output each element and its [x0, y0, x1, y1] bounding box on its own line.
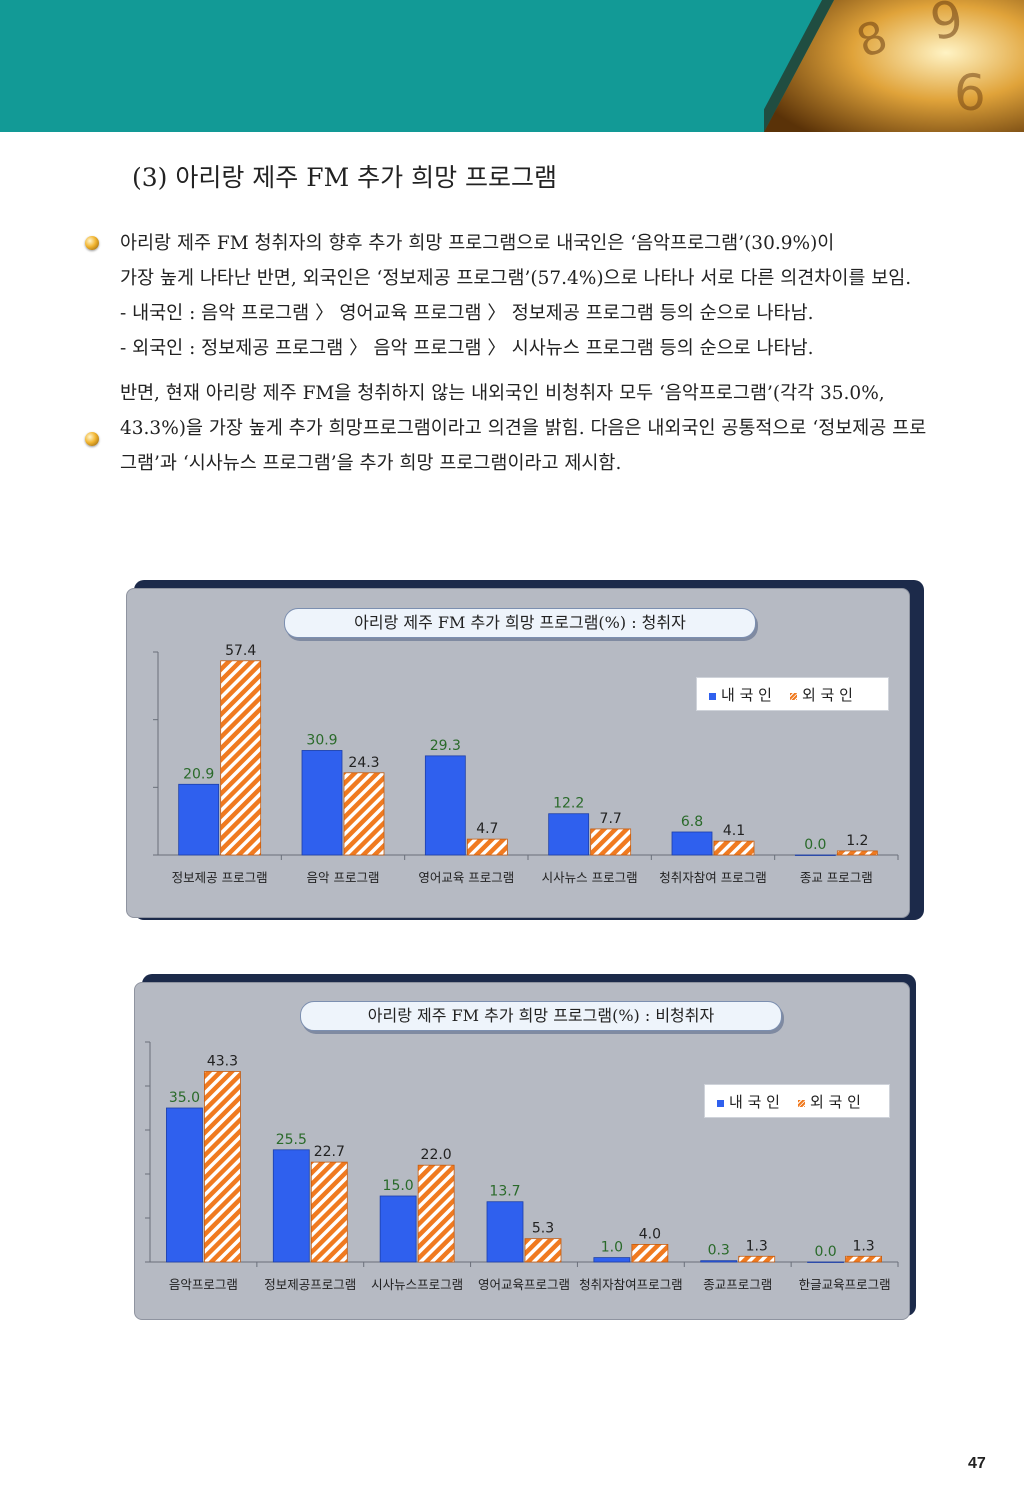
- category-label: 한글교육프로그램: [799, 1277, 891, 1292]
- body-text: 아리랑 제주 FM 청취자의 향후 추가 희망 프로그램으로 내국인은 ‘음악프…: [120, 226, 935, 481]
- data-label-domestic: 13.7: [489, 1184, 520, 1200]
- data-label-foreign: 1.3: [746, 1238, 768, 1254]
- data-label-foreign: 24.3: [348, 755, 379, 771]
- data-label-foreign: 1.3: [852, 1238, 874, 1254]
- bar-foreign: [590, 828, 632, 856]
- bar-domestic: [424, 755, 466, 856]
- category-label: 청취자참여 프로그램: [659, 870, 766, 885]
- section-title: (3) 아리랑 제주 FM 추가 희망 프로그램: [132, 163, 558, 192]
- data-label-domestic: 1.0: [601, 1240, 623, 1256]
- paragraph: - 내국인 : 음악 프로그램 〉 영어교육 프로그램 〉 정보제공 프로그램 …: [120, 303, 814, 324]
- bar-foreign: [845, 1255, 882, 1263]
- data-label-domestic: 20.9: [183, 766, 214, 782]
- category-label: 시사뉴스프로그램: [371, 1277, 463, 1292]
- bar-domestic: [178, 783, 220, 856]
- bar-domestic: [548, 813, 590, 856]
- legend-domestic: 내 국 인: [717, 1091, 780, 1112]
- category-label: 시사뉴스 프로그램: [542, 870, 638, 885]
- data-label-domestic: 0.0: [814, 1244, 836, 1260]
- chart-title: 아리랑 제주 FM 추가 희망 프로그램(%) : 비청취자: [300, 1001, 782, 1031]
- chart-legend: 내 국 인 외 국 인: [704, 1084, 890, 1118]
- paragraph: - 외국인 : 정보제공 프로그램 〉 음악 프로그램 〉 시사뉴스 프로그램 …: [120, 338, 814, 359]
- bar-foreign: [343, 772, 385, 856]
- data-label-domestic: 35.0: [169, 1090, 200, 1106]
- bar-domestic: [301, 750, 343, 856]
- bar-chart-nonlisteners: 35.0 43.3 음악프로그램 25.5 22.7 정보제공프로그램 15.0 22.0 시사…: [145, 1041, 899, 1292]
- data-label-foreign: 1.2: [846, 833, 868, 849]
- category-label: 종교프로그램: [703, 1277, 772, 1292]
- data-label-foreign: 43.3: [207, 1053, 238, 1069]
- bar-domestic: [379, 1195, 417, 1263]
- bar-foreign: [738, 1255, 776, 1263]
- bar-domestic: [807, 1261, 844, 1263]
- category-label: 정보제공 프로그램: [172, 870, 268, 885]
- data-label-domestic: 30.9: [306, 732, 337, 748]
- data-label-foreign: 5.3: [532, 1221, 554, 1237]
- chart-title: 아리랑 제주 FM 추가 희망 프로그램(%) : 청취자: [284, 608, 756, 638]
- paragraph: 아리랑 제주 FM 청취자의 향후 추가 희망 프로그램으로 내국인은 ‘음악프…: [120, 233, 835, 254]
- bar-foreign: [836, 850, 878, 856]
- bar-domestic: [593, 1257, 631, 1263]
- bar-foreign: [631, 1243, 669, 1263]
- bar-domestic: [671, 831, 713, 856]
- bar-foreign: [204, 1071, 241, 1263]
- category-label: 음악 프로그램: [307, 870, 380, 885]
- legend-domestic: 내 국 인: [709, 684, 772, 705]
- clock-decoration: 8 9 6: [764, 0, 1024, 132]
- category-label: 종교 프로그램: [800, 870, 873, 885]
- bar-domestic: [700, 1260, 738, 1263]
- data-label-foreign: 22.0: [421, 1147, 452, 1163]
- data-label-foreign: 7.7: [600, 811, 622, 827]
- category-label: 영어교육 프로그램: [418, 870, 514, 885]
- category-label: 영어교육프로그램: [478, 1277, 570, 1292]
- data-label-domestic: 0.0: [804, 837, 826, 853]
- data-label-domestic: 25.5: [276, 1132, 307, 1148]
- svg-text:6: 6: [954, 64, 986, 122]
- bar-domestic: [166, 1107, 203, 1263]
- data-label-foreign: 22.7: [314, 1144, 345, 1160]
- bar-foreign: [713, 840, 755, 856]
- category-label: 음악프로그램: [169, 1277, 238, 1292]
- legend-foreign: 외 국 인: [797, 1091, 861, 1112]
- bar-foreign: [524, 1238, 562, 1263]
- bar-foreign: [466, 838, 508, 856]
- bar-chart-listeners: 20.9 57.4 정보제공 프로그램 30.9 24.3 음악 프로그램 29.3 4.7 영…: [153, 643, 899, 885]
- bar-foreign: [417, 1164, 455, 1263]
- data-label-domestic: 12.2: [553, 796, 584, 812]
- paragraph: 반면, 현재 아리랑 제주 FM을 청취하지 않는 내외국인 비청취자 모두 ‘…: [120, 383, 927, 474]
- category-label: 청취자참여프로그램: [579, 1277, 683, 1292]
- data-label-foreign: 4.0: [639, 1226, 661, 1242]
- data-label-domestic: 6.8: [681, 814, 703, 830]
- legend-foreign: 외 국 인: [789, 684, 853, 705]
- category-label: 정보제공프로그램: [264, 1277, 356, 1292]
- bar-foreign: [310, 1161, 348, 1263]
- data-label-domestic: 29.3: [430, 738, 461, 754]
- chart-panel-listeners: 20.9 57.4 정보제공 프로그램 30.9 24.3 음악 프로그램 29.3 4.7 영…: [126, 580, 926, 925]
- page-number: 47: [968, 1455, 986, 1472]
- data-label-domestic: 15.0: [383, 1178, 414, 1194]
- data-label-domestic: 0.3: [708, 1243, 730, 1259]
- data-label-foreign: 4.7: [476, 821, 498, 837]
- bar-foreign: [220, 660, 262, 856]
- bullet-icon: [85, 432, 99, 446]
- bar-domestic: [794, 854, 836, 856]
- data-label-foreign: 57.4: [225, 643, 256, 659]
- bullet-icon: [85, 236, 99, 250]
- chart-legend: 내 국 인 외 국 인: [696, 677, 889, 711]
- paragraph: 가장 높게 나타난 반면, 외국인은 ‘정보제공 프로그램’(57.4%)으로 …: [120, 268, 912, 289]
- data-label-foreign: 4.1: [723, 823, 745, 839]
- bar-domestic: [486, 1201, 524, 1263]
- chart-panel-nonlisteners: 35.0 43.3 음악프로그램 25.5 22.7 정보제공프로그램 15.0 22.0 시사…: [134, 974, 916, 1322]
- bar-domestic: [272, 1149, 310, 1263]
